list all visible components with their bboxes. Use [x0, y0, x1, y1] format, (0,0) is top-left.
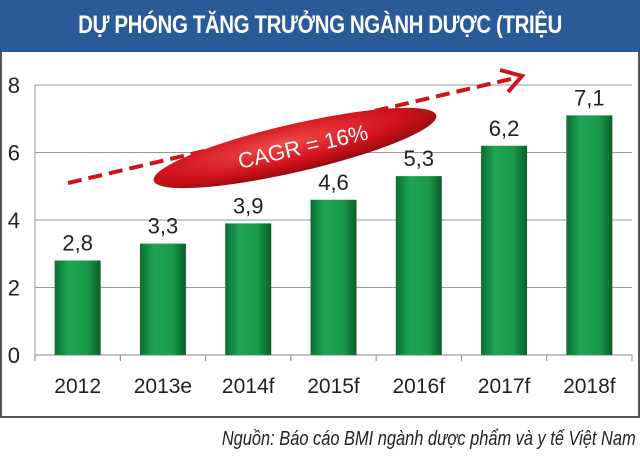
data-label: 4,6	[318, 170, 349, 195]
trend-arrow-line	[67, 76, 516, 185]
data-label: 5,3	[403, 146, 434, 171]
bar-2016f	[395, 176, 442, 355]
bar-2013e	[139, 243, 186, 355]
chart-title-text: DỰ PHÓNG TĂNG TRƯỞNG NGÀNH DƯỢC (TRIỆU U…	[78, 11, 562, 89]
chart-title: DỰ PHÓNG TĂNG TRƯỞNG NGÀNH DƯỢC (TRIỆU U…	[0, 0, 640, 89]
x-tick-label: 2014f	[222, 375, 275, 398]
y-tick-label: 6	[8, 141, 20, 166]
data-label: 6,2	[489, 116, 520, 141]
x-tick-label: 2016f	[393, 375, 446, 398]
data-label: 2,8	[62, 231, 93, 256]
y-tick-label: 8	[8, 73, 20, 98]
x-tick-label: 2017f	[478, 375, 531, 398]
x-tick-label: 2012	[54, 375, 101, 398]
y-tick-label: 4	[8, 208, 20, 233]
source-text: Nguồn: Báo cáo BMI ngành dược phẩm và y …	[222, 428, 636, 450]
chart-frame	[0, 52, 640, 418]
arrow-head-icon	[499, 68, 526, 94]
data-label: 7,1	[574, 85, 605, 110]
x-tick-label: 2013e	[134, 375, 192, 398]
y-tick-label: 0	[8, 343, 20, 368]
x-tick-label: 2015f	[307, 375, 360, 398]
x-tick-label: 2018f	[563, 375, 616, 398]
bar-2015f	[310, 199, 357, 355]
y-tick-label: 2	[8, 276, 20, 301]
bar-2014f	[225, 223, 272, 355]
source-note: Nguồn: Báo cáo BMI ngành dược phẩm và y …	[131, 428, 636, 451]
cagr-ellipse	[153, 107, 437, 189]
data-label: 3,3	[148, 214, 179, 239]
data-label: 3,9	[233, 193, 264, 218]
bar-2012	[54, 260, 101, 355]
bar-2017f	[481, 145, 528, 355]
bar-2018f	[566, 115, 613, 355]
